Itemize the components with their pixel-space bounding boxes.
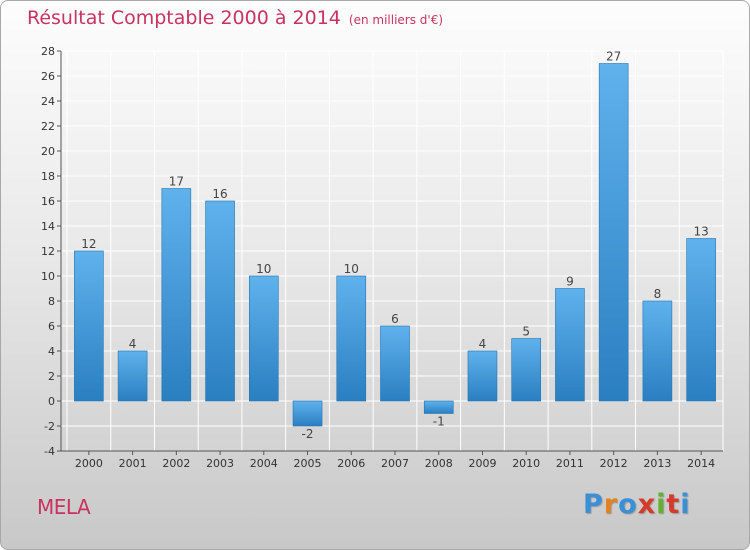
bar-2006 (336, 275, 367, 402)
y-tick-label: 22 (41, 120, 55, 133)
x-tick-label-2013: 2013 (643, 457, 671, 470)
value-label-2013: 8 (654, 287, 662, 301)
logo-letter: r (603, 489, 619, 520)
bar-2013 (642, 300, 673, 402)
bar-2009 (467, 350, 498, 402)
value-label-2003: 16 (212, 187, 227, 201)
chart-subtitle: (en milliers d'€) (348, 13, 444, 27)
logo-letter: P (583, 489, 604, 520)
x-tick-label-2012: 2012 (600, 457, 628, 470)
y-tick-label: 16 (41, 195, 55, 208)
value-label-2009: 4 (479, 337, 487, 351)
y-tick-label: 6 (48, 320, 55, 333)
y-tick-label: 14 (41, 220, 55, 233)
value-label-2014: 13 (693, 225, 708, 239)
value-label-2010: 5 (522, 325, 530, 339)
bar-2012 (598, 63, 629, 402)
y-tick-label: 2 (48, 370, 55, 383)
value-label-2001: 4 (129, 337, 137, 351)
x-tick-label-2007: 2007 (381, 457, 409, 470)
x-tick-label-2010: 2010 (512, 457, 540, 470)
x-tick-label-2009: 2009 (468, 457, 496, 470)
proxiti-logo[interactable]: Proxiti (583, 489, 691, 520)
y-tick-label: 26 (41, 70, 55, 83)
x-tick-label-2005: 2005 (294, 457, 322, 470)
bar-2008 (423, 400, 454, 414)
logo-letter: i (680, 489, 691, 520)
y-tick-label: 18 (41, 170, 55, 183)
logo-letter: i (656, 489, 667, 520)
bar-2010 (511, 338, 542, 402)
value-label-2004: 10 (256, 262, 271, 276)
bar-2004 (249, 275, 279, 402)
chart-title: Résultat Comptable 2000 à 2014 (en millie… (27, 7, 443, 29)
chart-title-text: Résultat Comptable 2000 à 2014 (27, 7, 341, 29)
bar-2014 (686, 238, 716, 402)
y-tick-label: 12 (41, 245, 55, 258)
bars: 12 4 17 16 10 -2 10 6 -1 4 5 9 27 8 13 (74, 50, 716, 441)
bar-2003 (205, 200, 235, 402)
bar-2005 (292, 400, 323, 427)
value-label-2012: 27 (606, 50, 621, 64)
y-tick-label: -2 (44, 420, 55, 433)
x-tick-label-2004: 2004 (250, 457, 278, 470)
commune-name: MELA (37, 495, 91, 519)
y-tick-label: 24 (41, 95, 55, 108)
value-label-2006: 10 (344, 262, 359, 276)
x-tick-label-2014: 2014 (687, 457, 715, 470)
x-tick-label-2002: 2002 (162, 457, 190, 470)
x-tick-label-2011: 2011 (556, 457, 584, 470)
value-label-2011: 9 (566, 275, 574, 289)
y-tick-label: 4 (48, 345, 55, 358)
bar-2000 (74, 250, 104, 402)
bar-2001 (117, 350, 148, 402)
x-tick-label-2006: 2006 (337, 457, 365, 470)
value-label-2007: 6 (391, 312, 399, 326)
y-tick-label: 8 (48, 295, 55, 308)
value-label-2002: 17 (169, 175, 184, 189)
y-tick-label: -4 (44, 445, 55, 458)
x-tick-label-2008: 2008 (425, 457, 453, 470)
y-tick-label: 10 (41, 270, 55, 283)
bar-2002 (161, 188, 192, 402)
bar-2007 (380, 325, 410, 402)
value-label-2008: -1 (433, 415, 445, 429)
x-tick-label-2001: 2001 (119, 457, 147, 470)
x-tick-label-2000: 2000 (75, 457, 103, 470)
logo-letter: o (618, 489, 638, 520)
value-label-2000: 12 (81, 237, 96, 251)
bar-2011 (555, 288, 585, 402)
y-tick-label: 0 (48, 395, 55, 408)
value-label-2005: -2 (302, 427, 314, 441)
logo-letter: t (666, 489, 681, 520)
logo-letter: x (637, 489, 657, 520)
y-tick-label: 20 (41, 145, 55, 158)
y-tick-label: 28 (41, 45, 55, 58)
x-tick-label-2003: 2003 (206, 457, 234, 470)
